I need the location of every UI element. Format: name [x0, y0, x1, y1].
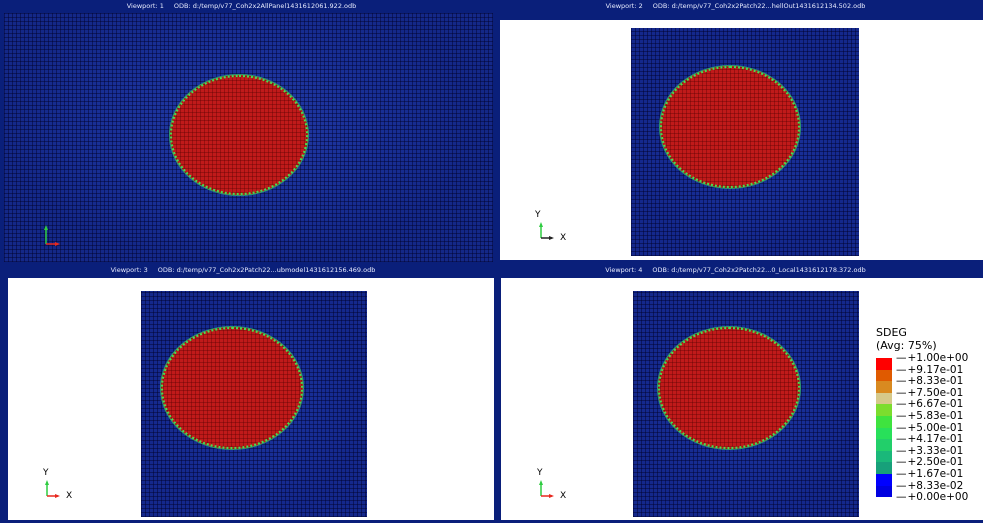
- viewport-1-title: Viewport: 1 ODB: d:/temp/v77_Coh2x2AllPan…: [126, 2, 357, 10]
- legend-scale: +1.00e+00+9.17e-01+8.33e-01+7.50e-01+6.6…: [876, 352, 982, 509]
- legend-band: +9.17e-01: [876, 364, 982, 382]
- legend-subtitle: (Avg: 75%): [876, 339, 937, 352]
- legend-band: +1.67e-01: [876, 468, 982, 486]
- legend-label: +0.00e+00: [896, 491, 969, 503]
- legend-band: +1.00e+00: [876, 352, 982, 370]
- legend-band: +8.33e-02: [876, 480, 982, 498]
- legend-label: +1.67e-01: [896, 468, 964, 480]
- viewport-3[interactable]: Viewport: 3 ODB: d:/temp/v77_Coh2x2Patch2…: [0, 264, 496, 523]
- legend-swatch: [876, 381, 892, 393]
- legend-label: +9.17e-01: [896, 364, 964, 376]
- legend-swatch: [876, 462, 892, 474]
- legend-label: +2.50e-01: [896, 456, 964, 468]
- legend-swatch: [876, 392, 892, 405]
- viewport-4[interactable]: Viewport: 4 ODB: d:/temp/v77_Coh2x2Patch2…: [498, 264, 983, 523]
- mesh-plot[interactable]: [141, 291, 367, 517]
- damage-region: [170, 75, 308, 195]
- legend-label: +8.33e-02: [896, 480, 964, 492]
- legend-label: +5.00e-01: [896, 422, 964, 434]
- legend-label: +4.17e-01: [896, 433, 964, 445]
- viewport-1[interactable]: Viewport: 1 ODB: d:/temp/v77_Coh2x2AllPan…: [0, 0, 493, 262]
- legend-band: +3.33e-01: [876, 445, 982, 463]
- legend-swatch: [876, 427, 892, 440]
- damage-region: [660, 66, 800, 188]
- legend-band: +4.17e-01: [876, 433, 982, 451]
- coordinate-triad: [539, 480, 554, 498]
- legend-label: +1.00e+00: [896, 352, 969, 364]
- triad-y-label: Y: [535, 210, 541, 220]
- viewport-canvas[interactable]: Y X: [500, 20, 983, 260]
- viewport-3-title: Viewport: 3 ODB: d:/temp/v77_Coh2x2Patch2…: [110, 266, 376, 274]
- legend-swatch: [876, 369, 892, 382]
- contour-legend: SDEG (Avg: 75%) +1.00e+00+9.17e-01+8.33e…: [876, 326, 982, 509]
- viewport-2-title: Viewport: 2 ODB: d:/temp/v77_Coh2x2Patch2…: [605, 2, 866, 10]
- damage-region: [658, 327, 800, 449]
- viewport-canvas[interactable]: Y X: [8, 278, 494, 520]
- legend-label: +6.67e-01: [896, 398, 964, 410]
- viewport-canvas[interactable]: Y X SDEG (Avg: 75%) +1.00e+00+9.17e-01+8…: [501, 278, 983, 520]
- coordinate-triad: [539, 222, 554, 240]
- legend-swatch: [876, 439, 892, 451]
- legend-title: SDEG: [876, 326, 907, 339]
- triad-x-label: X: [560, 233, 567, 243]
- legend-band: +6.67e-01: [876, 398, 982, 416]
- viewport-2[interactable]: Viewport: 2 ODB: d:/temp/v77_Coh2x2Patch2…: [498, 0, 983, 262]
- legend-label: +5.83e-01: [896, 410, 964, 422]
- legend-swatch: [876, 358, 892, 370]
- legend-swatch: [876, 415, 892, 428]
- legend-swatch: [876, 485, 892, 498]
- legend-swatch: [876, 404, 892, 416]
- mesh-plot[interactable]: [633, 291, 859, 517]
- legend-band: +7.50e-01: [876, 387, 982, 405]
- triad-y-label: Y: [43, 468, 49, 478]
- legend-band: +5.00e-01: [876, 422, 982, 440]
- coordinate-triad: [45, 480, 60, 498]
- viewport-4-title: Viewport: 4 ODB: d:/temp/v77_Coh2x2Patch2…: [605, 266, 866, 274]
- triad-x-label: X: [66, 491, 73, 501]
- triad-y-label: Y: [537, 468, 543, 478]
- legend-swatch: [876, 450, 892, 463]
- legend-label: +7.50e-01: [896, 387, 964, 399]
- legend-band: +2.50e-01: [876, 456, 982, 474]
- mesh-plot[interactable]: [4, 13, 493, 262]
- damage-region: [161, 327, 303, 449]
- legend-swatch: [876, 473, 892, 486]
- legend-label: +3.33e-01: [896, 445, 964, 457]
- legend-band: +0.00e+00: [876, 491, 982, 509]
- triad-x-label: X: [560, 491, 567, 501]
- mesh-plot[interactable]: [631, 28, 859, 256]
- coordinate-triad: [44, 225, 60, 246]
- legend-label: +8.33e-01: [896, 375, 964, 387]
- legend-band: +8.33e-01: [876, 375, 982, 393]
- legend-band: +5.83e-01: [876, 410, 982, 428]
